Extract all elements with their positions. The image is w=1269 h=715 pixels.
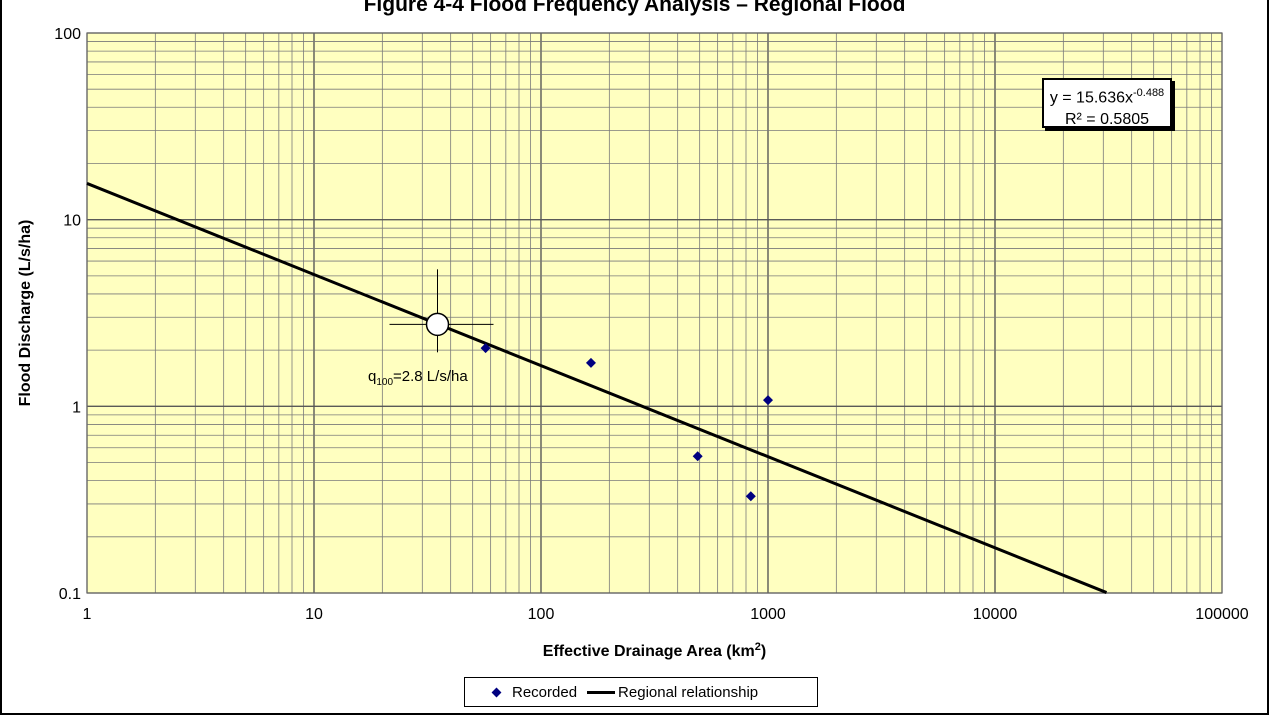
y-axis-title: Flood Discharge (L/s/ha): [17, 220, 34, 407]
recorded-point: [585, 357, 596, 368]
legend-item-regional: Regional relationship: [577, 684, 758, 701]
regional-relationship-line: [86, 182, 1108, 594]
y-tick-label: 1: [72, 399, 81, 416]
legend-item-recorded: Recorded: [465, 684, 577, 701]
line-marker-icon: [587, 690, 616, 694]
recorded-point: [763, 395, 773, 406]
y-tick-label: 0.1: [59, 586, 81, 603]
y-tick-label: 10: [63, 213, 81, 230]
x-tick-label: 100000: [1195, 606, 1248, 623]
legend-label-recorded: Recorded: [512, 683, 578, 701]
r-squared: R² = 0.5805: [1064, 111, 1150, 129]
legend-label-regional: Regional relationship: [618, 683, 759, 701]
equation-exponent: -0.488: [1132, 87, 1165, 99]
q100-label-rest: =2.8 L/s/ha: [393, 368, 468, 385]
x-tick-label: 1: [83, 606, 92, 623]
q100-label-q: q: [368, 368, 377, 385]
legend: Recorded Regional relationship: [464, 677, 818, 707]
q100-annotation: q100=2.8 L/s/ha: [368, 368, 468, 388]
equation-text: y = 15.636x: [1049, 89, 1133, 107]
recorded-point: [692, 451, 703, 462]
q100-label-sub: 100: [376, 377, 394, 388]
x-tick-label: 1000: [750, 606, 786, 623]
y-tick-label: 100: [54, 26, 81, 43]
x-tick-label: 10000: [973, 606, 1018, 623]
recorded-point: [480, 343, 491, 354]
q100-point-marker: [425, 312, 450, 337]
x-tick-label: 100: [528, 606, 555, 623]
trendline-equation-box: y = 15.636x-0.488 R² = 0.5805: [1042, 78, 1172, 128]
x-axis-title: Effective Drainage Area (km2): [543, 641, 766, 660]
chart-title: Figure 4-4 Flood Frequency Analysis – Re…: [363, 0, 906, 16]
trendline-equation: y = 15.636x-0.488: [1044, 82, 1170, 109]
plot-area: [87, 33, 1222, 593]
recorded-point: [745, 491, 756, 502]
x-tick-label: 10: [305, 606, 323, 623]
diamond-marker-icon: [491, 687, 502, 697]
plot-border: [86, 32, 1223, 594]
